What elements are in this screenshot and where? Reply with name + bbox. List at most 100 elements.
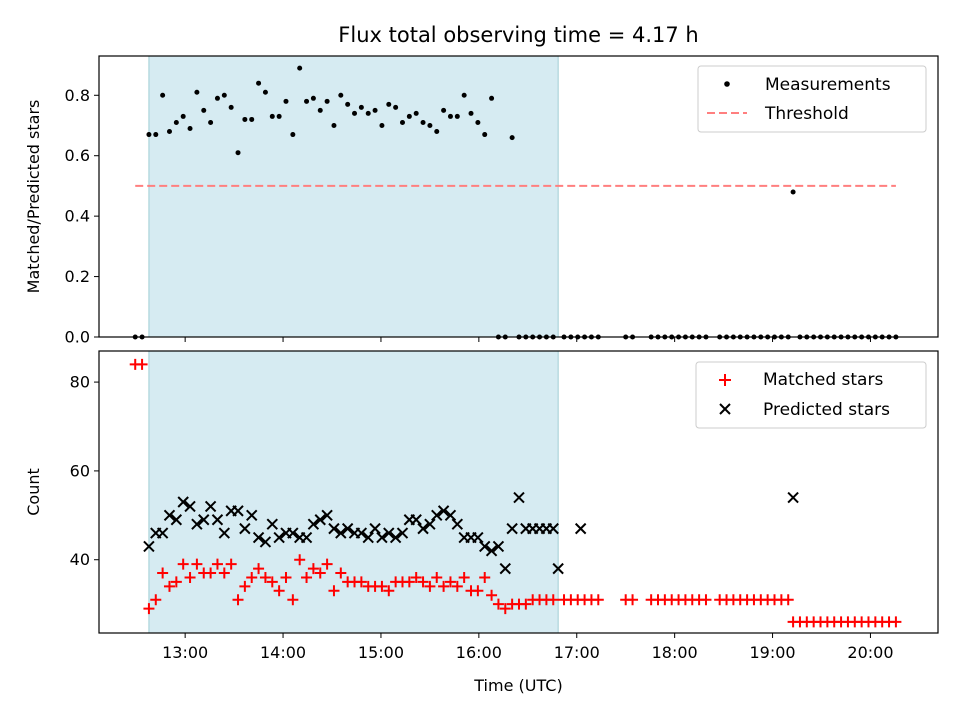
- count-y-axis-label: Count: [24, 468, 43, 516]
- measurement-point: [386, 101, 392, 107]
- y-tick-label: 0.4: [65, 207, 90, 226]
- measurement-point: [365, 110, 371, 116]
- matched-stars-point: [314, 567, 326, 579]
- measurement-point: [475, 119, 481, 125]
- y-tick-label: 60: [70, 461, 90, 480]
- predicted-stars-point: [321, 509, 333, 522]
- matched-stars-point: [424, 580, 436, 592]
- matched-stars-point: [253, 563, 265, 575]
- predicted-stars-point: [211, 514, 224, 526]
- predicted-stars-point: [513, 491, 525, 504]
- matched-stars-point: [232, 594, 244, 606]
- predicted-stars-point: [506, 522, 518, 535]
- y-tick-label: 0.2: [65, 267, 90, 286]
- predicted-stars-point: [444, 509, 457, 522]
- matched-stars-point: [890, 616, 902, 628]
- ratio-x-ticks: [184, 337, 871, 342]
- predicted-stars-point: [239, 522, 251, 535]
- measurement-point: [441, 107, 447, 113]
- y-tick-label: 0.6: [65, 146, 90, 165]
- observing-span-shade: [148, 350, 559, 634]
- matched-stars-point: [301, 571, 313, 583]
- measurement-point: [153, 132, 159, 138]
- matched-stars-point: [355, 576, 367, 588]
- matched-stars-point: [280, 571, 292, 583]
- predicted-stars-point: [156, 527, 169, 539]
- matched-stars-point: [287, 594, 299, 606]
- legend-measurements-label: Measurements: [765, 75, 891, 95]
- matched-stars-point: [547, 594, 559, 606]
- matched-stars-point: [782, 594, 794, 606]
- predicted-stars-point: [266, 518, 278, 530]
- predicted-stars-point: [198, 514, 210, 526]
- predicted-stars-point: [369, 522, 381, 535]
- predicted-stars-point: [218, 527, 231, 539]
- measurement-point: [235, 150, 241, 156]
- matched-stars-point: [472, 585, 484, 597]
- matched-stars-point: [211, 558, 223, 570]
- matched-stars-point: [294, 554, 306, 566]
- predicted-stars-point: [246, 509, 258, 522]
- legend-measurements-marker: [724, 81, 730, 87]
- matched-stars-point: [321, 558, 333, 570]
- measurement-point: [228, 104, 234, 110]
- measurement-point: [262, 89, 268, 95]
- matched-stars-point: [444, 576, 456, 588]
- predicted-stars-point: [170, 514, 183, 526]
- predicted-stars-point: [479, 540, 491, 553]
- predicted-stars-point: [204, 500, 217, 513]
- predicted-stars-point: [300, 531, 313, 544]
- count-x-axis: 13:00 14:00 15:00 16:00 17:00 18:00 19:00 20:00: [162, 633, 894, 662]
- predicted-stars-point: [273, 531, 285, 544]
- measurement-point: [427, 122, 433, 128]
- matched-stars-point: [458, 571, 470, 583]
- matched-stars-point: [451, 580, 463, 592]
- measurement-point: [283, 98, 289, 104]
- measurement-point: [399, 119, 405, 125]
- y-tick-label: 0.0: [65, 328, 90, 347]
- matched-stars-point: [627, 594, 639, 606]
- matched-stars-point: [170, 576, 182, 588]
- matched-stars-point: [700, 594, 712, 606]
- measurement-point: [345, 101, 351, 107]
- x-tick-label: 16:00: [456, 643, 502, 662]
- ratio-legend: Measurements Threshold: [697, 65, 927, 133]
- measurement-point: [324, 98, 330, 104]
- predicted-stars-point: [547, 522, 559, 535]
- x-tick-label: 15:00: [358, 643, 404, 662]
- predicted-stars-point: [252, 531, 265, 544]
- predicted-stars-point: [383, 527, 395, 539]
- matched-stars-point: [184, 571, 196, 583]
- legend-predicted-label: Predicted stars: [763, 400, 890, 420]
- matched-stars-point: [438, 580, 450, 592]
- x-tick-label: 20:00: [847, 643, 893, 662]
- matched-stars-point: [273, 585, 285, 597]
- matched-stars-point: [136, 358, 148, 370]
- count-panel: 40 60 80 13:00 14:00 15:00 16:00 17:00 18:00 19:…: [24, 350, 939, 695]
- matched-stars-point: [499, 603, 511, 615]
- measurement-point: [256, 80, 262, 86]
- predicted-stars-point: [163, 509, 176, 522]
- matched-stars-point: [259, 571, 271, 583]
- x-axis-label: Time (UTC): [473, 676, 562, 695]
- matched-stars-point: [486, 589, 498, 601]
- y-tick-label: 0.8: [65, 86, 90, 105]
- measurement-point: [208, 119, 214, 125]
- count-legend-box: [695, 361, 927, 429]
- predicted-stars-point: [335, 527, 347, 539]
- matched-stars-point: [592, 594, 604, 606]
- matched-stars-point: [335, 567, 347, 579]
- measurement-point: [221, 92, 227, 98]
- matched-stars-point: [177, 558, 189, 570]
- measurement-point: [406, 113, 412, 119]
- ratio-axes-frame: [98, 55, 939, 338]
- ratio-panel: 0.00.20.40.60.8 Matched/Predicted stars …: [24, 55, 939, 347]
- matched-stars-point: [246, 571, 258, 583]
- matched-stars-point: [225, 558, 237, 570]
- predicted-stars-point: [287, 527, 299, 539]
- matched-stars-point: [417, 576, 429, 588]
- measurement-point: [269, 113, 275, 119]
- predicted-stars-point: [499, 562, 511, 575]
- measurement-point: [242, 116, 248, 122]
